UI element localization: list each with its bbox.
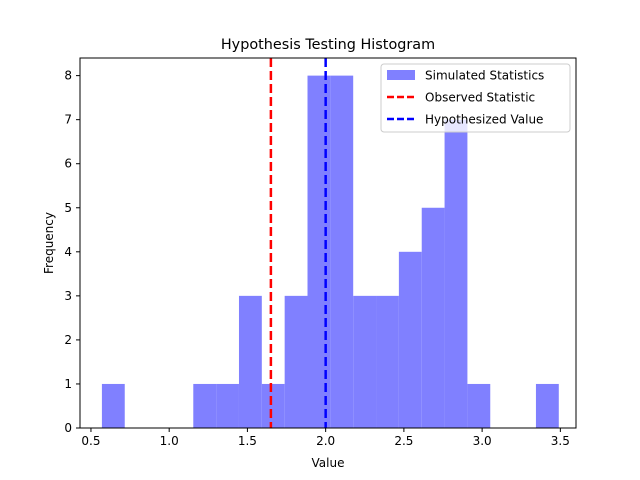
y-tick-label: 4 — [64, 245, 72, 259]
y-tick-label: 8 — [64, 69, 72, 83]
y-axis-label: Frequency — [42, 212, 56, 274]
y-tick-label: 3 — [64, 289, 72, 303]
y-tick-label: 0 — [64, 421, 72, 435]
legend-label-simulated-statistics: Simulated Statistics — [425, 69, 544, 83]
x-axis-ticks: 0.5 1.0 1.5 2.0 2.5 3.0 3.5 — [81, 428, 570, 448]
x-axis-label: Value — [312, 456, 345, 470]
histogram-bar-8 — [284, 295, 308, 428]
x-tick-label: 1.0 — [160, 434, 179, 448]
histogram-bar-15 — [444, 119, 468, 429]
x-tick-label: 3.5 — [551, 434, 570, 448]
legend-swatch-simulated-statistics — [387, 70, 415, 80]
legend-label-hypothesized-value: Hypothesized Value — [425, 113, 543, 127]
histogram-bar-16 — [467, 383, 491, 428]
histogram-bar-6 — [238, 295, 262, 428]
y-tick-label: 7 — [64, 113, 72, 127]
histogram-bar-12 — [376, 295, 399, 428]
legend-label-observed-statistic: Observed Statistic — [425, 91, 535, 105]
histogram-bar-13 — [398, 251, 422, 428]
reference-lines-layer — [269, 58, 327, 428]
histogram-bar-0 — [101, 383, 125, 428]
legend-box — [380, 63, 571, 133]
y-tick-label: 5 — [64, 201, 72, 215]
histogram-bar-7 — [261, 383, 285, 428]
histogram-bar-14 — [421, 207, 445, 428]
y-tick-label: 1 — [64, 377, 72, 391]
y-axis-ticks: 0 1 2 3 4 5 6 7 8 — [64, 69, 80, 435]
legend: Simulated Statistics Observed Statistic Hy… — [380, 63, 571, 133]
y-tick-label: 2 — [64, 333, 72, 347]
histogram-bar-9 — [307, 75, 331, 428]
x-tick-label: 1.5 — [238, 434, 257, 448]
histogram-bar-19 — [535, 383, 559, 428]
plot-frame — [79, 57, 577, 429]
x-tick-label: 0.5 — [81, 434, 100, 448]
x-tick-label: 3.0 — [473, 434, 492, 448]
histogram-bar-11 — [353, 295, 377, 428]
histogram-bar-5 — [216, 383, 239, 428]
histogram-bar-10 — [330, 75, 354, 428]
histogram-bar-4 — [193, 383, 217, 428]
chart-title: Hypothesis Testing Histogram — [221, 37, 435, 53]
x-tick-label: 2.0 — [316, 434, 335, 448]
x-tick-label: 2.5 — [394, 434, 413, 448]
y-tick-label: 6 — [64, 157, 72, 171]
